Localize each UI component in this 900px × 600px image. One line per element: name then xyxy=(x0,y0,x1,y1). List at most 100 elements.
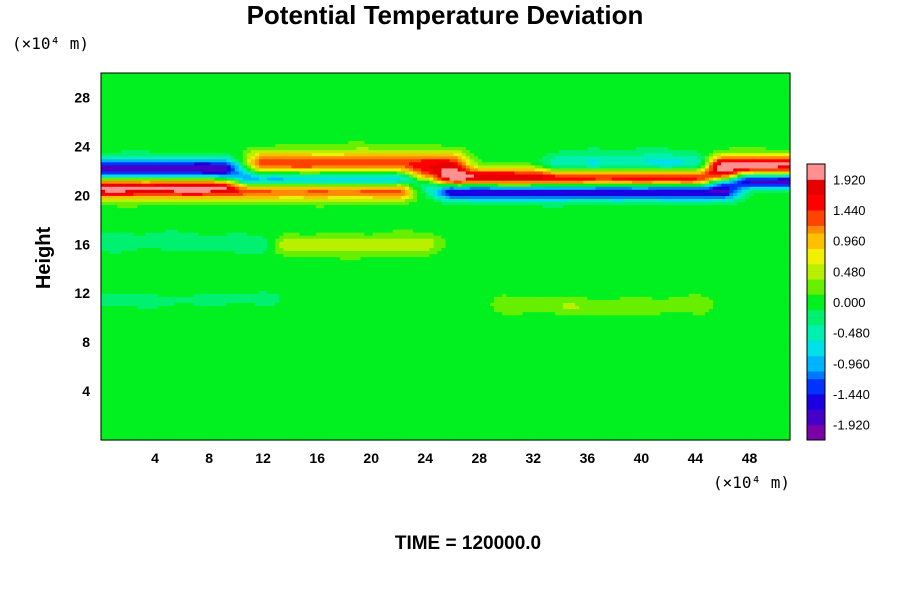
heatmap-cell xyxy=(481,421,487,426)
heatmap-cell xyxy=(222,427,228,432)
heatmap-cell xyxy=(396,418,402,423)
heatmap-cell xyxy=(421,436,426,441)
heatmap-cell xyxy=(340,424,345,429)
heatmap-cell xyxy=(494,427,499,432)
heatmap-cell xyxy=(230,421,236,426)
heatmap-cell xyxy=(165,418,171,423)
heatmap-cell xyxy=(113,412,118,417)
heatmap-cell xyxy=(133,418,139,423)
heatmap-cell xyxy=(178,412,183,417)
heatmap-cell xyxy=(575,409,580,414)
heatmap-cell xyxy=(413,433,418,438)
heatmap-cell xyxy=(202,418,207,423)
heatmap-cell xyxy=(182,433,187,438)
heatmap-cell xyxy=(165,430,171,435)
heatmap-cell xyxy=(534,418,540,423)
heatmap-cell xyxy=(506,436,511,441)
heatmap-cell xyxy=(575,418,580,423)
heatmap-cell xyxy=(644,436,649,441)
heatmap-cell xyxy=(283,436,289,441)
heatmap-cell xyxy=(595,424,601,429)
heatmap-cell xyxy=(599,418,605,423)
heatmap-cell xyxy=(441,415,447,420)
heatmap-cell xyxy=(173,421,179,426)
heatmap-cell xyxy=(534,412,540,417)
heatmap-cell xyxy=(413,436,418,441)
heatmap-cell xyxy=(558,424,564,429)
heatmap-cell xyxy=(178,433,183,438)
heatmap-cell xyxy=(360,433,366,438)
heatmap-cell xyxy=(777,427,783,432)
heatmap-cell xyxy=(271,415,276,420)
heatmap-cell xyxy=(481,412,487,417)
heatmap-cell xyxy=(599,424,605,429)
heatmap-cell xyxy=(684,418,690,423)
heatmap-cell xyxy=(238,412,244,417)
heatmap-cell xyxy=(169,412,175,417)
heatmap-cell xyxy=(640,412,645,417)
heatmap-cell xyxy=(595,415,601,420)
heatmap-cell xyxy=(477,409,483,414)
heatmap-cell xyxy=(340,412,345,417)
heatmap-cell xyxy=(319,427,325,432)
heatmap-cell xyxy=(372,427,378,432)
heatmap-cell xyxy=(498,433,503,438)
heatmap-cell xyxy=(178,424,183,429)
heatmap-cell xyxy=(380,412,386,417)
heatmap-cell xyxy=(502,415,507,420)
heatmap-cell xyxy=(202,430,207,435)
heatmap-cell xyxy=(717,415,722,420)
heatmap-cell xyxy=(409,412,414,417)
heatmap-cell xyxy=(765,430,771,435)
heatmap-cell xyxy=(287,436,293,441)
heatmap-cell xyxy=(255,418,260,423)
heatmap-cell xyxy=(599,409,605,414)
heatmap-cell xyxy=(348,424,353,429)
heatmap-cell xyxy=(327,412,333,417)
heatmap-cell xyxy=(178,415,183,420)
heatmap-cell xyxy=(315,421,321,426)
heatmap-cell xyxy=(141,421,147,426)
heatmap-cell xyxy=(477,436,483,441)
heatmap-cell xyxy=(591,421,597,426)
heatmap-cell xyxy=(567,436,572,441)
heatmap-cell xyxy=(157,421,163,426)
heatmap-cell xyxy=(494,433,499,438)
heatmap-cell xyxy=(530,433,536,438)
heatmap-cell xyxy=(522,418,528,423)
heatmap-cell xyxy=(518,424,524,429)
heatmap-cell xyxy=(295,421,301,426)
heatmap-cell xyxy=(481,424,487,429)
heatmap-cell xyxy=(101,406,106,411)
heatmap-cell xyxy=(190,430,195,435)
heatmap-cell xyxy=(182,427,187,432)
heatmap-cell xyxy=(644,421,649,426)
heatmap-cell xyxy=(417,412,422,417)
heatmap-cell xyxy=(538,421,544,426)
heatmap-cell xyxy=(356,433,361,438)
heatmap-cell xyxy=(425,427,430,432)
heatmap-cell xyxy=(453,415,459,420)
heatmap-cell xyxy=(145,430,151,435)
heatmap-cell xyxy=(125,412,130,417)
heatmap-cell xyxy=(785,409,791,414)
heatmap-cell xyxy=(291,427,297,432)
heatmap-cell xyxy=(384,427,390,432)
heatmap-cell xyxy=(595,433,601,438)
heatmap-cell xyxy=(583,430,588,435)
heatmap-cell xyxy=(121,418,126,423)
heatmap-cell xyxy=(449,421,455,426)
heatmap-cell xyxy=(376,412,382,417)
heatmap-cell xyxy=(477,424,483,429)
heatmap-cell xyxy=(737,415,742,420)
heatmap-cell xyxy=(481,436,487,441)
heatmap-cell xyxy=(498,424,503,429)
heatmap-cell xyxy=(761,424,767,429)
heatmap-cell xyxy=(287,424,293,429)
heatmap-cell xyxy=(149,427,155,432)
heatmap-cell xyxy=(303,427,309,432)
heatmap-cell xyxy=(542,424,548,429)
heatmap-cell xyxy=(364,427,370,432)
heatmap-cell xyxy=(546,412,552,417)
heatmap-cell xyxy=(186,418,191,423)
